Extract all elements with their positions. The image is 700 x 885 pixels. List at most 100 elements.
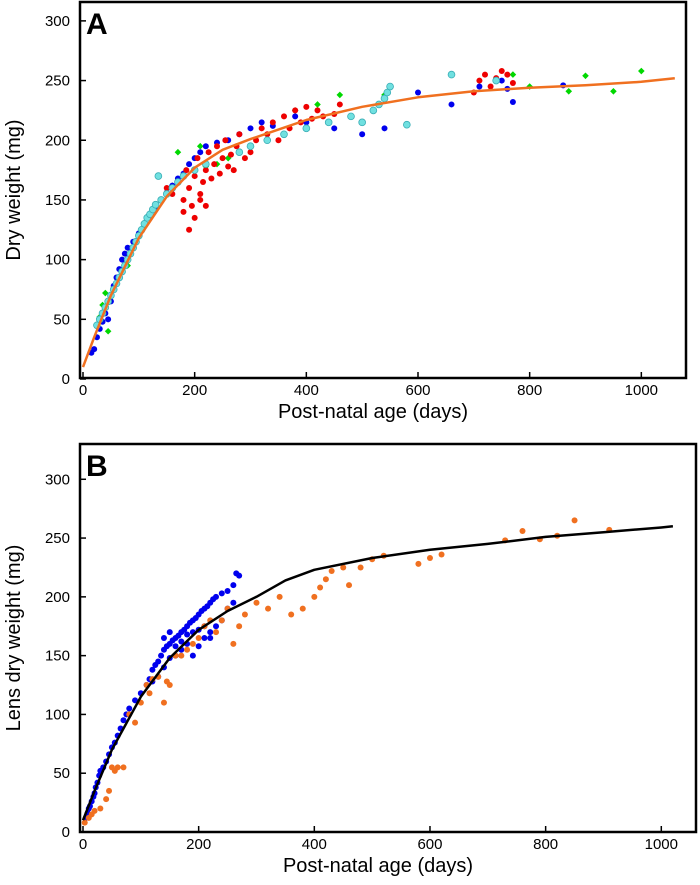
data-point — [241, 155, 248, 162]
data-point — [97, 805, 104, 812]
data-point — [253, 599, 260, 606]
data-point — [120, 764, 127, 771]
data-point — [202, 167, 209, 174]
y-tick-label: 100 — [45, 252, 70, 269]
data-point — [311, 593, 318, 600]
data-point — [91, 807, 98, 814]
data-point — [509, 79, 516, 86]
data-point — [202, 202, 209, 209]
x-tick-label: 400 — [294, 382, 319, 399]
x-tick-label: 1000 — [645, 836, 678, 853]
x-axis-title: Post-natal age (days) — [283, 855, 473, 877]
data-point — [314, 107, 321, 114]
fit-curve — [81, 76, 675, 368]
y-tick-label: 250 — [45, 73, 70, 90]
data-point — [324, 118, 333, 127]
data-point — [186, 226, 193, 233]
data-point — [194, 155, 201, 162]
y-axis-title: Lens dry weight (mg) — [3, 545, 25, 732]
data-point — [303, 103, 310, 110]
y-tick-label: 150 — [45, 648, 70, 665]
data-point — [482, 71, 488, 78]
data-point — [403, 120, 411, 129]
data-point — [519, 528, 526, 535]
data-point — [166, 629, 173, 636]
data-point — [258, 119, 265, 126]
data-point — [230, 640, 237, 647]
data-point — [610, 88, 617, 95]
data-point — [132, 719, 139, 726]
data-point — [218, 590, 225, 597]
data-point — [336, 91, 344, 99]
y-tick-label: 150 — [45, 192, 70, 209]
data-point — [184, 646, 191, 653]
data-point — [166, 682, 173, 689]
data-point — [302, 124, 311, 133]
x-tick-label: 200 — [182, 382, 207, 399]
data-point — [205, 149, 212, 156]
data-point — [638, 67, 645, 75]
data-point — [386, 82, 394, 91]
data-point — [322, 576, 329, 583]
data-point — [247, 125, 254, 132]
data-point — [236, 572, 243, 579]
data-point — [299, 605, 306, 612]
data-point — [359, 131, 366, 138]
data-point — [180, 196, 187, 203]
plot-frame — [78, 0, 688, 380]
plot-frame — [78, 442, 698, 834]
data-point — [236, 131, 243, 138]
data-point — [186, 185, 193, 191]
data-point — [328, 567, 335, 574]
data-point — [241, 611, 248, 618]
data-point — [132, 697, 139, 704]
data-point — [151, 200, 160, 209]
data-point — [154, 172, 163, 180]
data-point — [487, 83, 494, 90]
series-1 — [82, 570, 243, 821]
data-point — [178, 652, 185, 659]
data-point — [186, 161, 193, 168]
y-tick-label: 200 — [45, 132, 70, 149]
data-point — [195, 643, 202, 650]
data-point — [498, 77, 505, 84]
x-tick-label: 800 — [533, 836, 558, 853]
data-point — [263, 136, 272, 145]
data-point — [275, 137, 282, 144]
data-point — [174, 148, 182, 156]
data-point — [571, 517, 578, 524]
data-point — [106, 787, 113, 794]
data-point — [230, 167, 237, 174]
data-point — [214, 143, 220, 150]
data-point — [236, 623, 243, 630]
data-point — [222, 137, 229, 144]
data-point — [247, 149, 254, 156]
data-point — [369, 106, 378, 115]
data-point — [498, 68, 505, 75]
data-point — [196, 142, 204, 150]
data-point — [235, 148, 244, 156]
data-point — [448, 101, 455, 108]
data-point — [509, 99, 516, 106]
data-point — [476, 83, 483, 90]
data-point — [225, 163, 232, 170]
data-point — [207, 629, 214, 636]
data-point — [172, 643, 179, 650]
x-tick-label: 1000 — [625, 382, 658, 399]
data-point — [509, 71, 517, 78]
data-point — [102, 289, 109, 297]
data-point — [207, 635, 214, 641]
data-point — [582, 72, 589, 80]
data-point — [160, 635, 167, 641]
data-point — [381, 125, 388, 132]
data-point — [476, 77, 483, 84]
data-point — [197, 196, 204, 203]
data-point — [197, 149, 204, 156]
data-point — [281, 113, 287, 120]
data-point — [188, 202, 195, 209]
data-point — [415, 560, 422, 567]
data-point — [191, 173, 198, 180]
data-point — [197, 190, 204, 197]
data-point — [124, 244, 131, 251]
